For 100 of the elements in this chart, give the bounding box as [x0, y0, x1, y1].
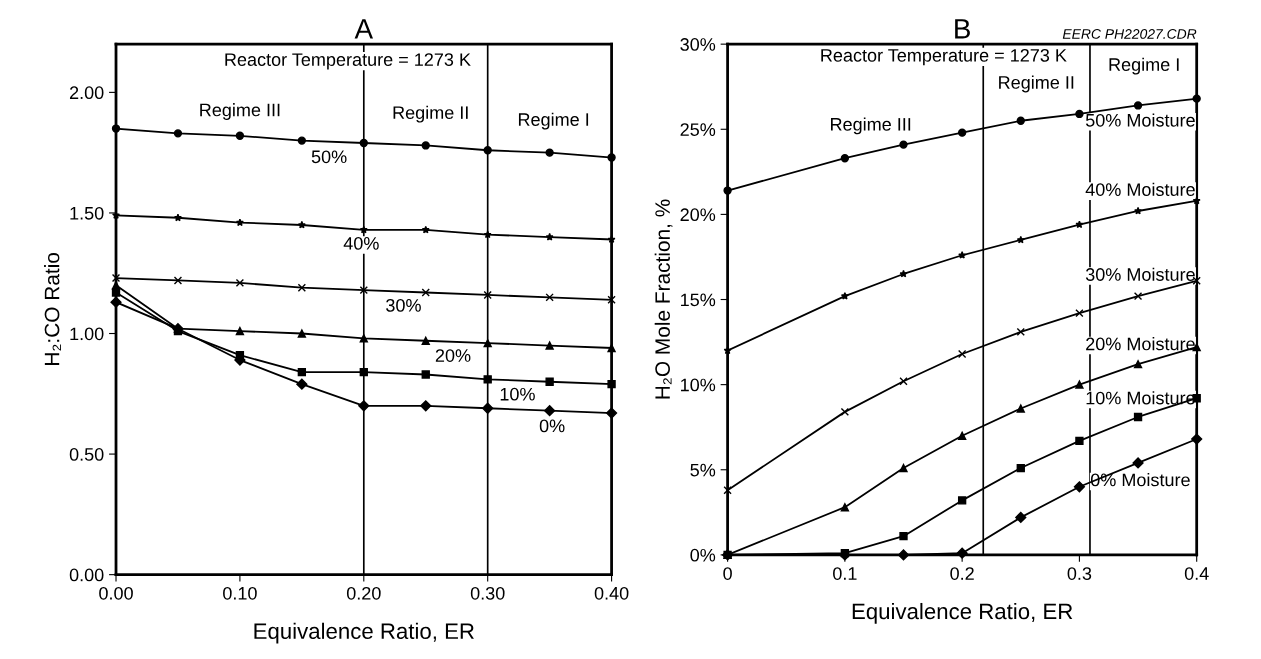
x-tick-label: 0 [723, 567, 732, 580]
point [1133, 360, 1143, 369]
chart-title: A [354, 19, 374, 39]
chart-title: B [955, 19, 970, 39]
point [420, 400, 432, 412]
point [483, 375, 492, 384]
point [899, 531, 908, 541]
point [840, 407, 850, 417]
annotation: Regime I [1109, 57, 1179, 75]
y-tick-label: 0.50 [69, 448, 104, 461]
point [359, 285, 368, 295]
annotation: Regime II [393, 105, 468, 123]
y-tick-label: 20% [680, 208, 716, 222]
point [297, 220, 306, 229]
point [297, 136, 307, 145]
point [358, 400, 370, 412]
x-tick-label: 0.10 [223, 586, 257, 600]
point [1192, 94, 1201, 103]
annotation: Regime II [999, 75, 1074, 93]
annotation: Reactor Temperature = 1273 K [225, 53, 471, 70]
y-tick-label: 25% [680, 123, 716, 136]
point [897, 549, 910, 561]
point [1075, 436, 1084, 445]
point [607, 343, 616, 353]
x-tick-label: 0.20 [346, 586, 381, 600]
point [1016, 116, 1025, 125]
point [421, 336, 430, 345]
point [545, 377, 554, 386]
point [1016, 463, 1025, 473]
point [359, 367, 368, 377]
point [899, 377, 908, 386]
point [957, 349, 967, 359]
x-tick-label: 0.30 [470, 586, 505, 600]
point [723, 346, 732, 355]
series-label: 20% Moisture [1086, 337, 1195, 351]
point [483, 146, 492, 155]
point [723, 486, 732, 495]
series-label: 40% Moisture [1085, 182, 1195, 196]
point [1016, 404, 1025, 413]
point [235, 131, 245, 140]
point [545, 232, 554, 241]
point [111, 273, 121, 283]
series-label: 50% [311, 150, 347, 164]
point [840, 291, 849, 300]
point [1133, 101, 1143, 110]
point [483, 230, 492, 239]
y-tick-label: 1.00 [70, 327, 104, 341]
point [840, 154, 850, 163]
x-tick-label: 0.40 [594, 586, 629, 600]
y-tick-label: 15% [681, 293, 716, 307]
point [958, 251, 967, 259]
point [544, 405, 556, 417]
point [723, 186, 732, 195]
y-axis-title: H₂O Mole Fraction, % [654, 199, 673, 399]
point [1134, 206, 1143, 215]
x-tick-label: 0.3 [1067, 567, 1092, 580]
point [483, 290, 492, 300]
point [1191, 433, 1203, 445]
point [1133, 291, 1143, 301]
x-axis-title: Equivalence Ratio, ER [852, 602, 1073, 624]
point [297, 283, 307, 292]
point [235, 218, 244, 227]
point [1192, 196, 1201, 205]
point [173, 213, 182, 222]
point [545, 148, 554, 157]
y-tick-label: 1.50 [70, 206, 104, 220]
point [111, 124, 121, 133]
point [545, 293, 554, 302]
series-label: 30% Moisture [1085, 267, 1195, 281]
point [899, 463, 908, 473]
series-label: 50% Moisture [1085, 113, 1195, 127]
point [111, 288, 121, 297]
point [297, 329, 307, 338]
point [359, 138, 368, 148]
point [173, 276, 183, 285]
point [482, 402, 494, 414]
point [957, 128, 967, 137]
point [421, 370, 430, 379]
x-tick-label: 0.1 [833, 567, 857, 580]
point [359, 225, 368, 234]
point [545, 341, 554, 350]
point [421, 288, 430, 297]
point [1016, 235, 1025, 244]
y-tick-label: 30% [680, 38, 716, 51]
point [1133, 412, 1143, 422]
point [957, 431, 967, 440]
series-label: 0% [539, 419, 565, 433]
annotation: Regime I [518, 112, 589, 130]
series-label: 20% [435, 349, 471, 362]
x-tick-label: 0.00 [99, 586, 133, 600]
point [1075, 308, 1084, 318]
point [173, 129, 183, 138]
y-tick-label: 2.00 [69, 86, 104, 100]
point [840, 503, 850, 512]
point [297, 367, 307, 377]
point [1015, 511, 1027, 524]
point [607, 379, 616, 389]
point [607, 235, 616, 243]
point [1075, 220, 1084, 229]
point [235, 326, 245, 336]
